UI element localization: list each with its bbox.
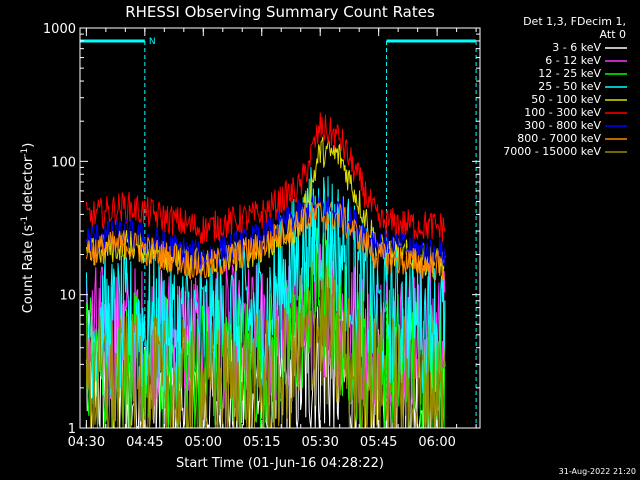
x-tick-label-0: 04:30 [68, 435, 105, 450]
y-tick-label-0: 1 [68, 422, 76, 437]
legend-label-8: 7000 - 15000 keV [503, 145, 601, 158]
y-axis-title-suffix: ) [21, 143, 36, 148]
y-axis-title-mid: detector [21, 156, 36, 216]
series-layer [85, 112, 446, 430]
legend-label-1: 6 - 12 keV [545, 54, 601, 67]
y-axis-title-exponent-2: -1 [20, 148, 30, 157]
x-tick-label-2: 05:00 [185, 435, 222, 450]
y-axis-title: Count Rate (s-1 detector-1) [20, 143, 36, 314]
night-marker-label: N [149, 37, 156, 47]
x-tick-label-6: 06:00 [418, 435, 455, 450]
legend-label-4: 50 - 100 keV [531, 93, 601, 106]
x-tick-label-5: 05:45 [360, 435, 397, 450]
series-line-7 [85, 201, 446, 282]
legend-label-7: 800 - 7000 keV [517, 132, 601, 145]
chart-title: RHESSI Observing Summary Count Rates [125, 3, 435, 21]
legend-header-line-2: Att 0 [600, 28, 626, 41]
legend-label-2: 12 - 25 keV [538, 67, 601, 80]
series-line-5 [85, 112, 446, 244]
axes: 04:30 04:45 05:00 05:15 05:30 05:45 06:00 1 10 10… [43, 22, 480, 450]
legend-header-line-1: Det 1,3, FDecim 1, [523, 15, 626, 28]
y-tick-label-1: 10 [59, 289, 76, 304]
legend-label-6: 300 - 800 keV [524, 119, 601, 132]
x-tick-label-3: 05:15 [243, 435, 280, 450]
x-tick-label-1: 04:45 [126, 435, 163, 450]
legend-label-5: 100 - 300 keV [524, 106, 601, 119]
y-axis-title-exponent-1: -1 [20, 216, 30, 225]
plot-frame [79, 27, 481, 429]
legend-label-0: 3 - 6 keV [552, 41, 601, 54]
x-axis-title: Start Time (01-Jun-16 04:28:22) [176, 456, 384, 471]
legend-label-3: 25 - 50 keV [538, 80, 601, 93]
y-tick-label-3: 1000 [43, 22, 76, 37]
footer-timestamp: 31-Aug-2022 21:20 [559, 467, 636, 476]
y-tick-label-2: 100 [51, 155, 76, 170]
x-tick-label-4: 05:30 [301, 435, 338, 450]
y-axis-title-prefix: Count Rate (s [21, 225, 36, 314]
